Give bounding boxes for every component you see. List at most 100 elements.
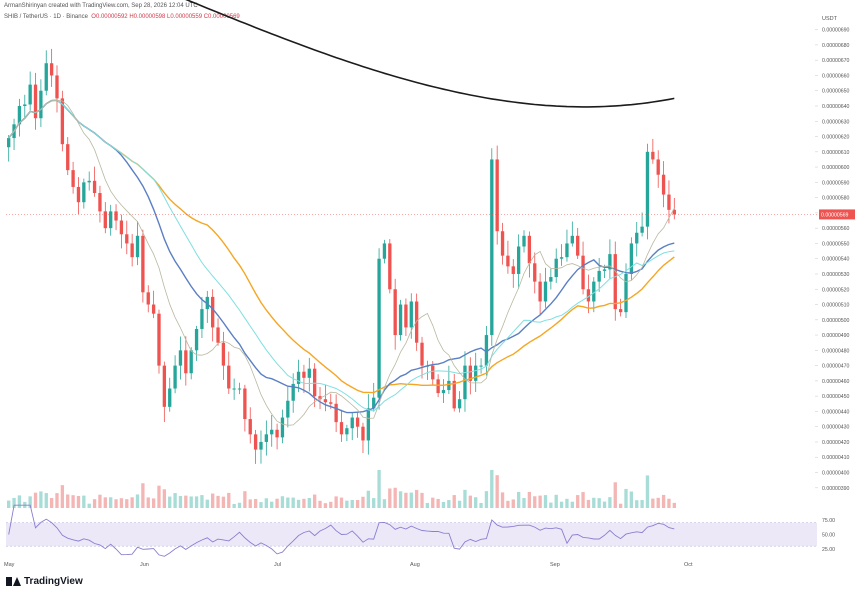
candle-body: [286, 400, 290, 418]
candle-body: [130, 243, 134, 258]
candle-body: [237, 388, 242, 390]
volume-bar: [361, 496, 365, 508]
candle-body: [259, 441, 263, 450]
candle-body: [543, 281, 548, 302]
candle-body: [44, 63, 48, 91]
volume-bar: [264, 498, 269, 508]
price-tick-label: 0.00000510: [822, 303, 850, 309]
candle-body: [463, 365, 467, 400]
candle-body: [92, 180, 97, 194]
candle-body: [151, 304, 156, 314]
candle-body: [162, 365, 167, 407]
candle-body: [624, 273, 628, 313]
volume-bar: [495, 475, 499, 508]
candle-body: [119, 220, 124, 235]
volume-bar: [125, 499, 129, 508]
volume-bar: [425, 502, 430, 508]
candle-body: [661, 174, 666, 195]
volume-bar: [216, 495, 220, 508]
volume-bar: [98, 494, 102, 508]
volume-bar: [92, 499, 97, 508]
candle-body: [221, 342, 226, 366]
volume-bar: [33, 492, 38, 508]
volume-bar: [173, 493, 177, 508]
candle-body: [350, 417, 354, 429]
price-tick-label: 0.00000440: [822, 409, 850, 415]
price-tick-label: 0.00000590: [822, 180, 850, 186]
volume-bar: [629, 491, 634, 508]
time-axis-label: Aug: [410, 562, 420, 568]
candle-body: [82, 182, 86, 203]
candle-body: [452, 380, 456, 409]
volume-bar: [393, 487, 397, 508]
price-tick-label: 0.00000660: [822, 73, 850, 79]
price-tick-label: 0.00000650: [822, 89, 850, 95]
candle-body: [296, 371, 301, 384]
volume-bar: [414, 489, 419, 508]
volume-bar: [49, 498, 54, 508]
volume-bar: [565, 498, 569, 508]
price-tick-label: 0.00000540: [822, 257, 850, 263]
volume-bar: [640, 500, 644, 508]
volume-bar: [635, 500, 639, 508]
volume-bar: [479, 503, 483, 508]
volume-bar: [66, 494, 70, 508]
candle-body: [393, 289, 397, 336]
candle-body: [135, 235, 140, 258]
volume-bar: [184, 495, 188, 508]
volume-bar: [549, 502, 553, 508]
volume-bar: [490, 470, 494, 508]
volume-bar: [253, 498, 258, 508]
candle-body: [581, 255, 585, 290]
volume-bar: [7, 500, 11, 508]
candle-body: [302, 371, 306, 378]
time-axis-label: Oct: [684, 562, 693, 568]
volume-bar: [323, 503, 328, 508]
volume-bar: [221, 496, 226, 508]
candle-body: [173, 365, 177, 389]
candle-body: [522, 235, 526, 247]
volume-bar: [232, 503, 236, 508]
candle-body: [227, 365, 231, 389]
candle-body: [248, 419, 252, 435]
candle-body: [516, 246, 521, 274]
volume-bar: [135, 494, 140, 508]
candle-body: [339, 422, 344, 435]
candle-body: [184, 350, 188, 374]
volume-bar: [157, 485, 161, 508]
volume-bar: [538, 495, 542, 508]
ohlc-values: O0.00000592 H0.00000598 L0.00000559 C0.0…: [91, 14, 240, 20]
candle-body: [420, 342, 424, 366]
candle-body: [39, 90, 43, 119]
volume-bar: [168, 496, 172, 508]
ma-200-line: [185, 0, 675, 108]
volume-bar: [441, 501, 446, 508]
time-axis-label: Sep: [550, 562, 560, 568]
volume-bar: [329, 501, 333, 508]
volume-bar: [87, 503, 91, 508]
candle-body: [355, 417, 360, 427]
volume-bar: [200, 495, 204, 508]
candle-body: [409, 301, 413, 328]
price-tick-label: 0.00000490: [822, 333, 850, 339]
candle-body: [87, 180, 91, 183]
candle-body: [479, 365, 483, 367]
volume-bar: [398, 491, 403, 508]
volume-bar: [103, 497, 107, 508]
candle-body: [125, 234, 129, 244]
candle-body: [334, 403, 338, 423]
candle-body: [608, 254, 612, 270]
volume-bar: [543, 495, 548, 508]
rsi-band: [6, 522, 817, 547]
volume-bar: [189, 496, 193, 508]
volume-bar: [141, 483, 145, 508]
tradingview-logo: TradingView: [6, 576, 83, 587]
symbol-legend[interactable]: SHIB / TetherUS · 1D · Binance O0.000005…: [4, 14, 240, 20]
candle-body: [586, 289, 591, 302]
volume-bar: [651, 498, 655, 508]
candle-body: [372, 397, 376, 409]
volume-bar: [28, 496, 32, 508]
candle-body: [109, 211, 113, 229]
